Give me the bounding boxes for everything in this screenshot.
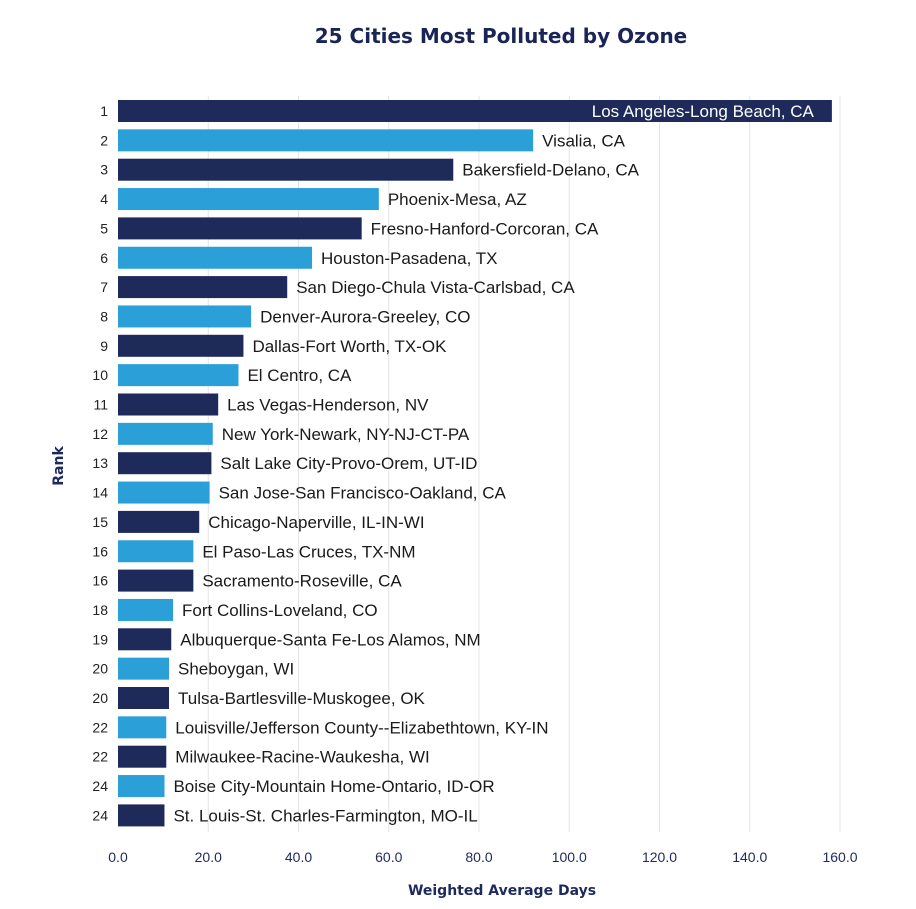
rank-label: 4 [100, 191, 108, 207]
bar-label: New York-Newark, NY-NJ-CT-PA [222, 425, 470, 444]
rank-label: 12 [92, 426, 108, 442]
bar-label: Los Angeles-Long Beach, CA [592, 102, 815, 121]
rank-label: 16 [92, 573, 108, 589]
rank-label: 24 [92, 778, 108, 794]
rank-label: 2 [100, 132, 108, 148]
bar [118, 804, 165, 827]
rank-label: 10 [92, 367, 108, 383]
rank-label: 14 [92, 485, 108, 501]
bar [118, 628, 172, 651]
bar-label: Las Vegas-Henderson, NV [227, 396, 429, 415]
bar [118, 510, 200, 533]
rank-label: 22 [92, 719, 108, 735]
bar-label: Phoenix-Mesa, AZ [388, 190, 527, 209]
bar-label: Boise City-Mountain Home-Ontario, ID-OR [173, 777, 494, 796]
bar-label: Chicago-Naperville, IL-IN-WI [208, 513, 424, 532]
rank-label: 3 [100, 162, 108, 178]
rank-label: 13 [92, 455, 108, 471]
bar-label: Tulsa-Bartlesville-Muskogee, OK [178, 689, 426, 708]
bar-label: Visalia, CA [542, 131, 625, 150]
x-tick-label: 40.0 [285, 849, 312, 865]
bar-label: San Diego-Chula Vista-Carlsbad, CA [296, 278, 575, 297]
bar-label: Houston-Pasadena, TX [321, 249, 497, 268]
bar [118, 100, 832, 122]
bar [118, 745, 167, 768]
bar [118, 569, 194, 592]
bar [118, 217, 362, 240]
bar-label: Louisville/Jefferson County--Elizabethto… [175, 718, 548, 737]
rank-label: 8 [100, 308, 108, 324]
bar [118, 364, 239, 387]
bar [118, 452, 212, 475]
bar-label: Dallas-Fort Worth, TX-OK [252, 337, 447, 356]
rank-label: 1 [100, 103, 108, 119]
x-tick-label: 160.0 [822, 849, 857, 865]
bar-label: St. Louis-St. Charles-Farmington, MO-IL [173, 806, 477, 825]
rank-labels: 1234567891011121314151616181920202222242… [92, 103, 108, 823]
x-tick-label: 80.0 [465, 849, 492, 865]
bar [118, 246, 313, 269]
x-axis-title: Weighted Average Days [408, 883, 596, 899]
x-tick-label: 120.0 [642, 849, 677, 865]
x-tick-label: 20.0 [195, 849, 222, 865]
rank-label: 6 [100, 250, 108, 266]
x-tick-label: 60.0 [375, 849, 402, 865]
rank-label: 9 [100, 338, 108, 354]
x-tick-labels: 0.0 20.0 40.0 60.0 80.0 100.0 120.0 140.0 160.0 [108, 849, 857, 865]
rank-label: 11 [93, 397, 108, 413]
rank-label: 15 [92, 514, 108, 530]
bar-label: Denver-Aurora-Greeley, CO [260, 307, 470, 326]
x-tick-label: 0.0 [108, 849, 128, 865]
bar [118, 540, 194, 563]
bar [118, 598, 174, 621]
rank-label: 16 [92, 543, 108, 559]
bar [118, 188, 379, 211]
bar [118, 334, 244, 357]
bars [118, 100, 832, 827]
bar-labels: Los Angeles-Long Beach, CA Visalia, CA Bak… [173, 102, 814, 825]
rank-label: 7 [100, 279, 108, 295]
rank-label: 20 [92, 661, 108, 677]
bar [118, 687, 169, 709]
bar [118, 129, 534, 152]
bar [118, 481, 210, 504]
bar [118, 393, 219, 416]
bar-label: Bakersfield-Delano, CA [462, 161, 639, 180]
rank-label: 18 [92, 602, 108, 618]
bar-label: El Centro, CA [247, 366, 352, 385]
bar-label: Fort Collins-Loveland, CO [182, 601, 378, 620]
bar-label: Milwaukee-Racine-Waukesha, WI [175, 748, 429, 767]
bar [118, 305, 252, 328]
rank-label: 19 [92, 631, 108, 647]
y-axis-title: Rank [51, 446, 67, 486]
bar-label: Albuquerque-Santa Fe-Los Alamos, NM [180, 630, 481, 649]
chart-title: 25 Cities Most Polluted by Ozone [314, 24, 688, 48]
bar [118, 158, 454, 181]
bar-label: Sheboygan, WI [178, 660, 294, 679]
bar-label: Sacramento-Roseville, CA [202, 572, 402, 591]
bar [118, 775, 165, 798]
bar-label: El Paso-Las Cruces, TX-NM [202, 542, 415, 561]
bar-label: San Jose-San Francisco-Oakland, CA [219, 484, 507, 503]
bar-label: Salt Lake City-Provo-Orem, UT-ID [220, 454, 477, 473]
bar [118, 716, 167, 739]
bar-label: Fresno-Hanford-Corcoran, CA [371, 219, 599, 238]
bar [118, 422, 213, 445]
x-tick-label: 140.0 [732, 849, 767, 865]
rank-label: 22 [92, 749, 108, 765]
x-tick-label: 100.0 [552, 849, 587, 865]
rank-label: 20 [92, 690, 108, 706]
rank-label: 24 [92, 807, 108, 823]
bar [118, 276, 288, 299]
bar [118, 657, 169, 680]
rank-label: 5 [100, 220, 108, 236]
